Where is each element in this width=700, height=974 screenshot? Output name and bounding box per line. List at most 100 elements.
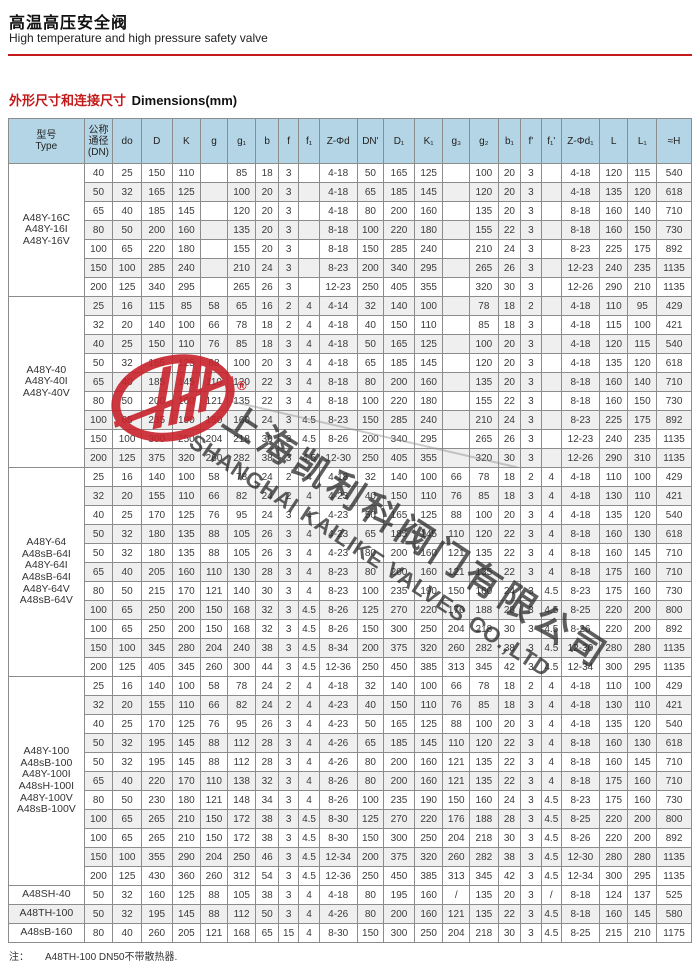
table-cell: 40 <box>112 372 142 392</box>
table-row: 100 65 250 200 150 168 32 3 4.5 8-26 125 270 220 176 1… <box>9 600 692 620</box>
table-cell: 130 <box>226 562 257 582</box>
table-cell: 3 <box>277 182 300 202</box>
table-cell: 345 <box>171 657 202 677</box>
table-cell: 4 <box>298 486 320 506</box>
table-cell: 80 <box>356 904 385 924</box>
table-cell: 210 <box>171 809 202 829</box>
table-row: A48Y-64 A48sB-64I A48Y-64I A48sB-64I A48Y-64… <box>8 467 692 677</box>
table-cell: 140 <box>140 467 173 487</box>
table-cell: 429 <box>656 676 692 696</box>
table-cell: 8-18 <box>561 372 600 392</box>
table-cell: 160 <box>413 543 444 563</box>
table-cell: 218 <box>469 923 499 943</box>
table-cell: 50 <box>356 714 385 734</box>
column-header: f₁ <box>298 118 320 164</box>
table-cell: 100 <box>171 315 202 335</box>
table-cell: 4 <box>298 467 320 487</box>
table-cell: 125 <box>171 182 202 202</box>
table-cell: 8-18 <box>318 239 358 259</box>
table-cell: 4-26 <box>318 752 358 772</box>
table-cell: 730 <box>656 220 692 240</box>
table-cell: 78 <box>469 296 499 316</box>
table-cell: 3 <box>277 904 300 924</box>
table-cell: 32 <box>112 885 142 905</box>
table-row: A48Y-16C A48Y-16I A48Y-16V 40 25 150 110 85 18 3 4… <box>8 163 692 297</box>
table-cell: 4.5 <box>540 790 563 810</box>
table-cell: 200 <box>383 543 415 563</box>
table-cell: 150 <box>356 239 385 259</box>
table-cell: 125 <box>112 866 142 886</box>
table-cell: 88 <box>200 733 228 753</box>
table-cell <box>540 201 563 221</box>
table-cell: 170 <box>171 771 202 791</box>
table-cell: 20 <box>497 163 522 183</box>
table-cell: 2 <box>277 467 300 487</box>
table-cell: 80 <box>356 562 385 582</box>
table-cell: 3 <box>520 771 542 791</box>
table-cell: 165 <box>383 505 415 525</box>
table-cell: 20 <box>112 486 142 506</box>
table-cell: 65 <box>112 619 142 639</box>
table-cell: 3 <box>277 524 300 544</box>
table-cell: 58 <box>200 676 228 696</box>
table-cell: 125 <box>171 885 202 905</box>
table-cell: 280 <box>627 638 658 658</box>
table-row: 100 65 265 210 150 172 38 3 4.5 8-30 150 300 250 204 2… <box>9 828 692 848</box>
table-cell: 4.5 <box>540 923 563 943</box>
table-cell: 24 <box>255 258 279 278</box>
table-cell: 120 <box>627 353 658 373</box>
table-cell <box>442 239 471 259</box>
table-cell: 290 <box>598 277 629 297</box>
table-cell: 112 <box>226 904 257 924</box>
table-row: 100 65 250 200 150 168 32 3 4.5 8-26 150 300 250 204 2… <box>9 619 692 639</box>
table-cell: 16 <box>255 296 279 316</box>
table-cell: 18 <box>255 334 279 354</box>
table-cell: 135 <box>598 353 629 373</box>
table-cell <box>540 315 563 335</box>
table-cell: 28 <box>497 600 522 620</box>
table-cell: 110 <box>627 695 658 715</box>
table-cell: 88 <box>200 752 228 772</box>
table-cell: 8-18 <box>561 543 600 563</box>
table-cell: 170 <box>140 505 173 525</box>
table-cell: 4 <box>298 771 320 791</box>
table-cell: 4-18 <box>561 676 600 696</box>
table-cell: 265 <box>140 828 173 848</box>
table-cell: 15 <box>277 923 300 943</box>
table-cell: 120 <box>226 201 257 221</box>
table-cell: 210 <box>627 923 658 943</box>
table-cell: 130 <box>598 486 629 506</box>
table-cell <box>442 315 471 335</box>
table-cell: 140 <box>226 581 257 601</box>
table-cell: 8-18 <box>561 885 600 905</box>
table-cell: 112 <box>226 752 257 772</box>
table-cell: 135 <box>598 505 629 525</box>
table-cell: 8-18 <box>561 904 600 924</box>
section-heading: 外形尺寸和连接尺寸 Dimensions(mm) <box>9 90 237 109</box>
table-cell: 12-23 <box>318 277 358 297</box>
table-cell: 4-18 <box>318 334 358 354</box>
table-cell: 88 <box>442 714 471 734</box>
table-cell: 4 <box>540 524 563 544</box>
table-cell: 3 <box>520 163 542 183</box>
table-cell: 4 <box>298 885 320 905</box>
table-cell: 22 <box>497 733 522 753</box>
table-cell: 80 <box>356 543 385 563</box>
table-cell: 313 <box>442 657 471 677</box>
table-cell: 175 <box>598 581 629 601</box>
table-cell: 58 <box>200 296 228 316</box>
table-cell: 618 <box>656 733 692 753</box>
table-cell: 175 <box>598 562 629 582</box>
table-cell: 135 <box>469 562 499 582</box>
table-cell: 710 <box>656 543 692 563</box>
table-cell: 20 <box>497 372 522 392</box>
table-row: A48Y-100 A48sB-100 A48Y-100I A48sH-100I A48Y… <box>8 676 692 886</box>
table-row: 100 65 265 210 150 172 38 3 4.5 8-30 125 270 220 176 1… <box>9 809 692 829</box>
table-cell: 24 <box>255 410 279 430</box>
footnote-text: A48TH-100 DN50不带散热器. <box>45 952 178 963</box>
table-cell: 100 <box>171 467 202 487</box>
table-cell: 32 <box>112 353 142 373</box>
table-cell: 4.5 <box>540 828 563 848</box>
table-cell: 26 <box>497 258 522 278</box>
table-cell: 50 <box>83 885 114 905</box>
